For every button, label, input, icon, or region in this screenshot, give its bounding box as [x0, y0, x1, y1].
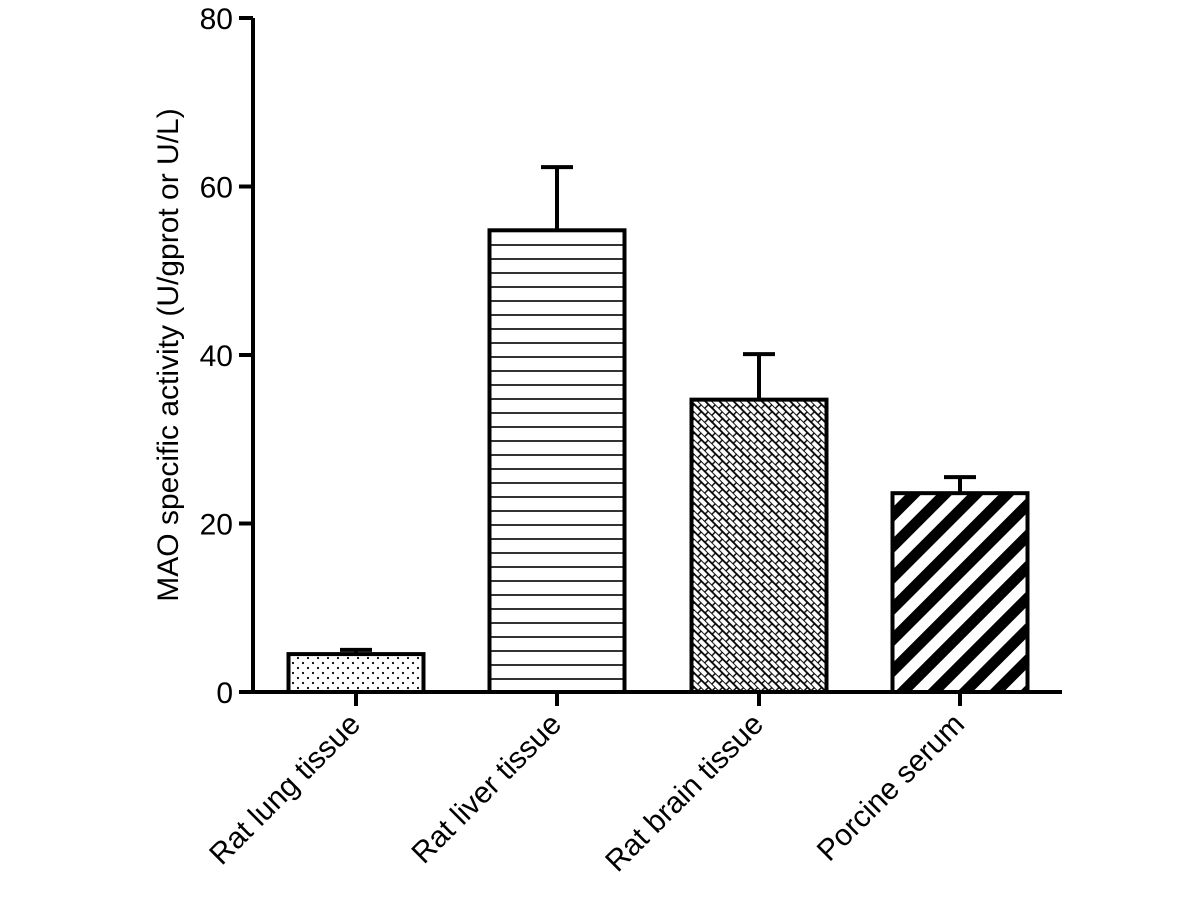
- error-bars: [340, 165, 976, 655]
- bar-2: [487, 228, 627, 694]
- bars: [286, 228, 1030, 695]
- bar-1: [286, 652, 426, 695]
- y-axis-ticks: 0 20 40 60 80: [200, 3, 253, 710]
- x-category-label-1: Rat lung tissue: [203, 708, 367, 872]
- x-category-label-4: Porcine serum: [811, 708, 971, 868]
- y-tick-label-0: 0: [216, 677, 233, 710]
- y-tick-label-4: 80: [200, 3, 233, 36]
- y-tick-label-3: 60: [200, 172, 233, 205]
- y-tick-label-1: 20: [200, 509, 233, 542]
- bar-4: [890, 491, 1030, 695]
- x-axis-category-labels: Rat lung tissue Rat liver tissue Rat brain…: [203, 692, 971, 878]
- y-tick-label-2: 40: [200, 340, 233, 373]
- bar-3: [689, 397, 829, 694]
- x-category-label-2: Rat liver tissue: [406, 708, 568, 870]
- x-category-label-3: Rat brain tissue: [599, 708, 770, 879]
- y-axis-title: MAO specific activity (U/gprot or U/L): [152, 108, 185, 601]
